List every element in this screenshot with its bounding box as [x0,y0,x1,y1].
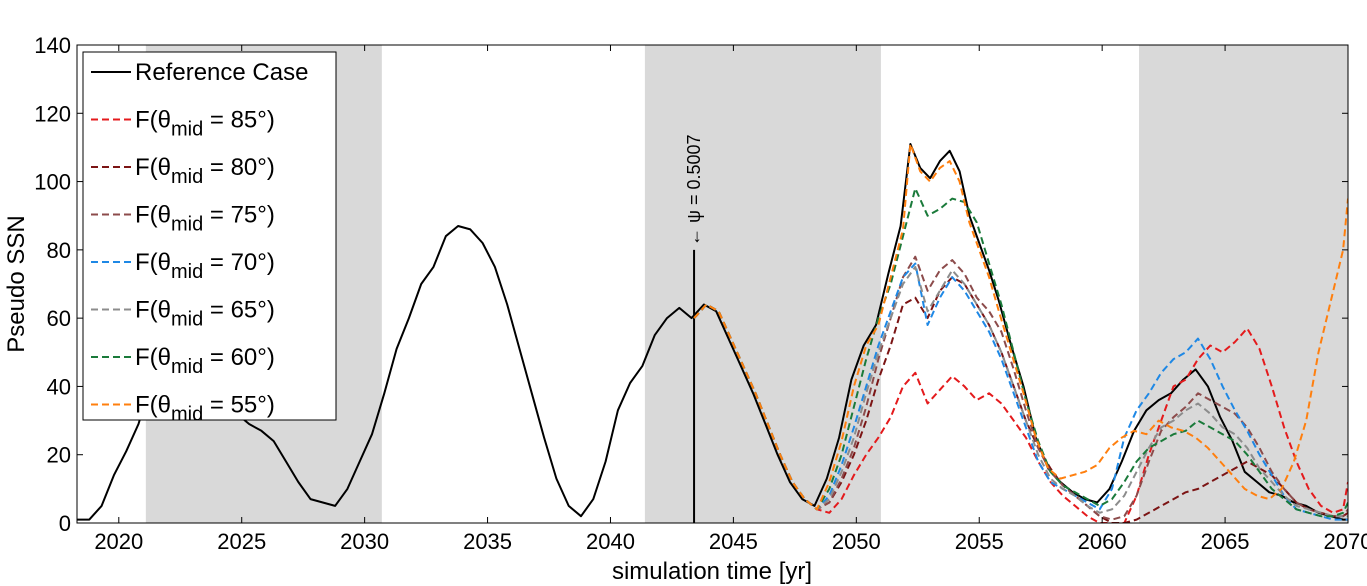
legend-label-6: F(θmid = 60°) [135,344,275,378]
axis-ticks: 2020 2025 2030 2035 2040 2045 2050 2055 2060 2065… [34,33,1367,554]
legend: Reference Case F(θmid = 85°) F(θmid = 80°)… [82,51,337,426]
x-tick-label: 2025 [217,529,266,554]
plot-frame [76,44,1349,524]
y-tick-label: 120 [34,101,71,126]
x-tick-label: 2035 [463,529,512,554]
x-tick-label: 2060 [1078,529,1127,554]
legend-label-1: F(θmid = 85°) [135,107,275,141]
legend-label-2: F(θmid = 80°) [135,154,275,188]
y-tick-label: 100 [34,170,71,195]
legend-box [82,51,337,421]
y-tick-label: 0 [59,511,71,536]
x-tick-label: 2050 [832,529,881,554]
psi-annotation: ← ψ = 0.5007 [684,134,704,245]
legend-label-5: F(θmid = 65°) [135,297,275,331]
series-lines [77,143,1348,523]
x-tick-label: 2045 [709,529,758,554]
series-line-0 [77,143,1348,521]
y-tick-label: 60 [47,306,71,331]
x-tick-label: 2055 [955,529,1004,554]
series-line-7 [693,143,1348,511]
series-line-4 [693,262,1348,521]
y-tick-label: 20 [47,443,71,468]
x-tick-label: 2040 [586,529,635,554]
psi-marker: ← ψ = 0.5007 [684,134,704,523]
legend-label-7: F(θmid = 55°) [135,392,275,426]
series-line-1 [693,303,1348,523]
series-line-5 [693,265,1348,518]
legend-label-3: F(θmid = 75°) [135,202,275,236]
y-tick-label: 140 [34,33,71,58]
x-tick-label: 2065 [1201,529,1250,554]
legend-label-0: Reference Case [135,59,308,86]
y-tick-label: 40 [47,374,71,399]
series-line-3 [693,255,1348,521]
legend-label-4: F(θmid = 70°) [135,249,275,283]
x-tick-label: 2030 [340,529,389,554]
x-tick-label: 2020 [94,529,143,554]
y-tick-label: 80 [47,238,71,263]
shaded-interval-2 [1139,45,1348,523]
y-axis-label: Pseudo SSN [3,215,30,352]
x-tick-label: 2070 [1324,529,1367,554]
x-axis-label: simulation time [yr] [612,558,812,585]
